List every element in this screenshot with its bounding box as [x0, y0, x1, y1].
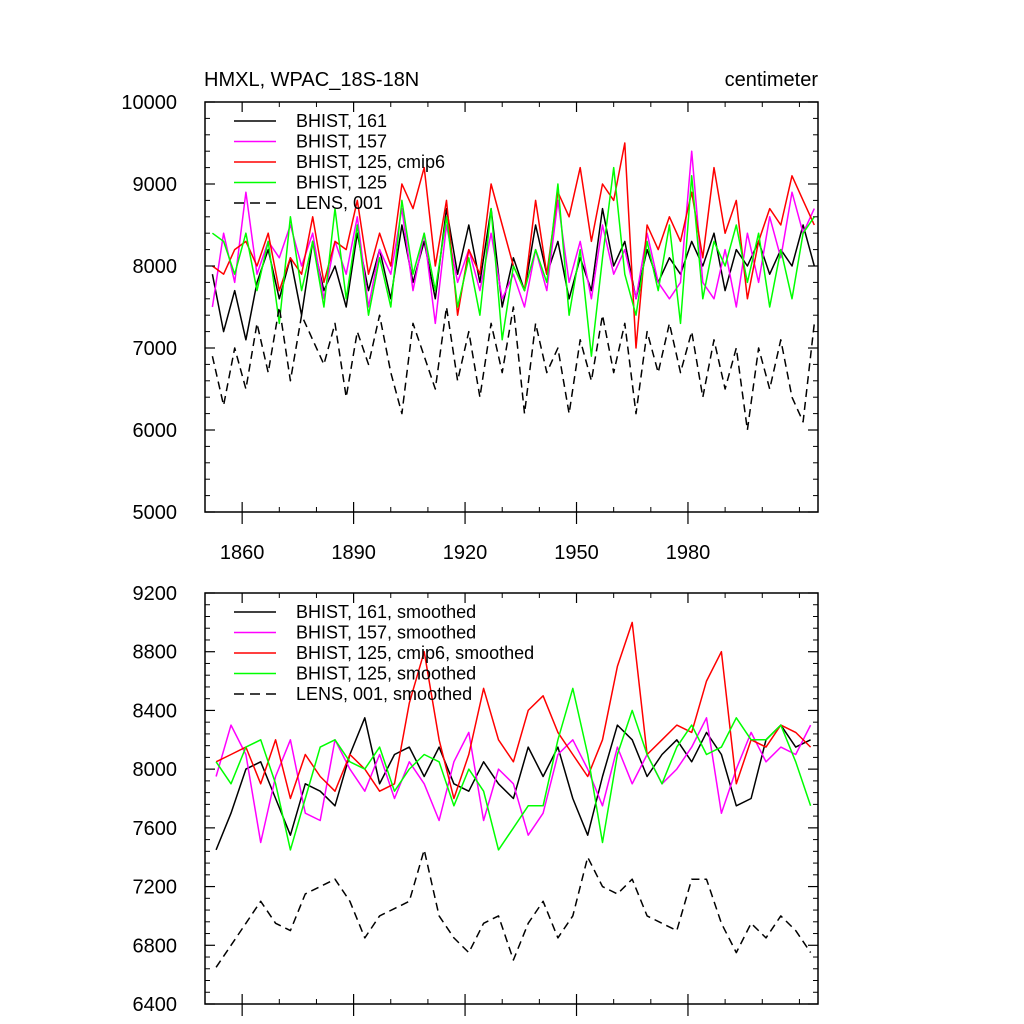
- chart-title: HMXL, WPAC_18S-18N: [204, 69, 419, 91]
- panel-top: HMXL, WPAC_18S-18N centimeter BHIST, 161…: [121, 69, 819, 564]
- legend-label: BHIST, 125, smoothed: [296, 664, 476, 684]
- legend-label: LENS, 001: [296, 193, 383, 213]
- y-tick-label: 5000: [133, 502, 178, 524]
- y-tick-label: 6400: [133, 994, 178, 1016]
- y-tick-label: 7600: [133, 818, 178, 840]
- y-tick-label: 8400: [133, 700, 178, 722]
- series-line-lens-001-smoothed: [215, 849, 812, 968]
- y-tick-label: 8800: [133, 642, 178, 664]
- series-line-bhist-125: [211, 166, 815, 357]
- y-tick-label: 7200: [133, 877, 178, 899]
- legend-label: BHIST, 125, cmip6, smoothed: [296, 643, 534, 663]
- y-tick-label: 6000: [133, 420, 178, 442]
- units-label: centimeter: [725, 69, 819, 91]
- x-tick-label: 1980: [666, 542, 711, 564]
- y-tick-label: 10000: [121, 92, 177, 114]
- y-tick-label: 8000: [133, 256, 178, 278]
- series-line-bhist-125-smoothed: [215, 687, 812, 851]
- series-line-bhist-157-smoothed: [215, 717, 812, 844]
- series-layer: [211, 142, 816, 431]
- series-line-bhist-161-smoothed: [215, 717, 811, 851]
- y-tick-label: 8000: [133, 759, 178, 781]
- legend-label: BHIST, 157: [296, 132, 387, 152]
- x-tick-label: 1920: [443, 542, 488, 564]
- y-tick-label: 7000: [133, 338, 178, 360]
- legend-label: BHIST, 125, cmip6: [296, 152, 445, 172]
- y-tick-label: 9000: [133, 174, 178, 196]
- legend-label: BHIST, 161, smoothed: [296, 602, 476, 622]
- legend-label: BHIST, 157, smoothed: [296, 623, 476, 643]
- plot-frame: [204, 592, 819, 1005]
- legend-label: BHIST, 161: [296, 111, 387, 131]
- y-tick-label: 9200: [133, 583, 178, 605]
- series-layer: [215, 621, 812, 968]
- series-line-bhist-157: [211, 150, 815, 325]
- series-line-lens-001: [211, 306, 816, 431]
- y-tick-label: 6800: [133, 935, 178, 957]
- plot-frame: [204, 101, 819, 513]
- series-line-bhist-125-cmip6-smoothed: [215, 621, 812, 800]
- x-tick-label: 1890: [331, 542, 376, 564]
- x-tick-label: 1860: [220, 542, 265, 564]
- axes: 6400 6800 7200 7600 8000 8400 8800 9200: [133, 583, 818, 1016]
- x-tick-label: 1950: [554, 542, 599, 564]
- legend-label: BHIST, 125: [296, 173, 387, 193]
- axes: 5000 6000 7000 8000 9000 10000 1860 1890 1920 195…: [121, 92, 818, 564]
- legend-label: LENS, 001, smoothed: [296, 684, 472, 704]
